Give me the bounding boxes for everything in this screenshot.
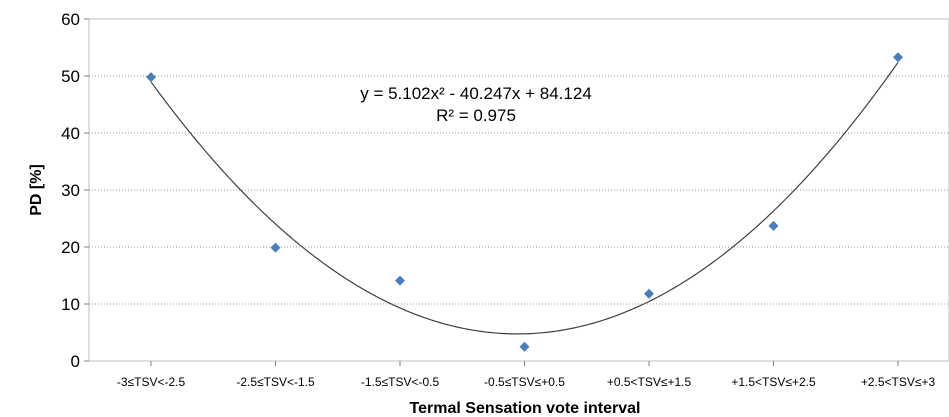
x-tick-label: -0.5≤TSV≤+0.5 [484, 375, 565, 389]
data-point [270, 242, 281, 253]
data-point [768, 220, 779, 231]
x-tick-marks [150, 361, 899, 366]
y-tick-label: 40 [61, 124, 80, 143]
y-tick-label: 60 [61, 10, 80, 29]
trendline-r-squared: R² = 0.975 [436, 106, 516, 125]
data-points [146, 52, 903, 352]
trendline [150, 62, 899, 335]
gridlines [84, 18, 949, 362]
y-tick-label: 20 [61, 238, 80, 257]
data-point [395, 275, 405, 286]
data-point [893, 52, 903, 63]
y-tick-labels: 0 10 20 30 40 50 60 [61, 10, 80, 371]
x-tick-label: +0.5<TSV≤+1.5 [607, 375, 692, 389]
y-tick-label: 10 [61, 295, 80, 314]
data-point [519, 341, 530, 352]
x-tick-label: -2.5≤TSV<-1.5 [236, 375, 315, 389]
y-axis-title: PD [%] [28, 164, 45, 216]
x-tick-label: +1.5<TSV≤+2.5 [731, 375, 816, 389]
data-point [146, 72, 156, 83]
y-tick-label: 50 [61, 67, 80, 86]
x-tick-label: +2.5<TSV≤+3 [861, 375, 936, 389]
y-tick-label: 30 [61, 181, 80, 200]
x-tick-label: -3≤TSV<-2.5 [117, 375, 186, 389]
y-tick-label: 0 [71, 352, 80, 371]
x-tick-label: -1.5≤TSV<-0.5 [361, 375, 440, 389]
trendline-equation: y = 5.102x² - 40.247x + 84.124 [360, 84, 592, 103]
x-tick-labels: -3≤TSV<-2.5 -2.5≤TSV<-1.5 -1.5≤TSV<-0.5 -0.… [117, 375, 936, 389]
x-axis-title: Termal Sensation vote interval [410, 400, 641, 417]
data-point [644, 288, 654, 299]
